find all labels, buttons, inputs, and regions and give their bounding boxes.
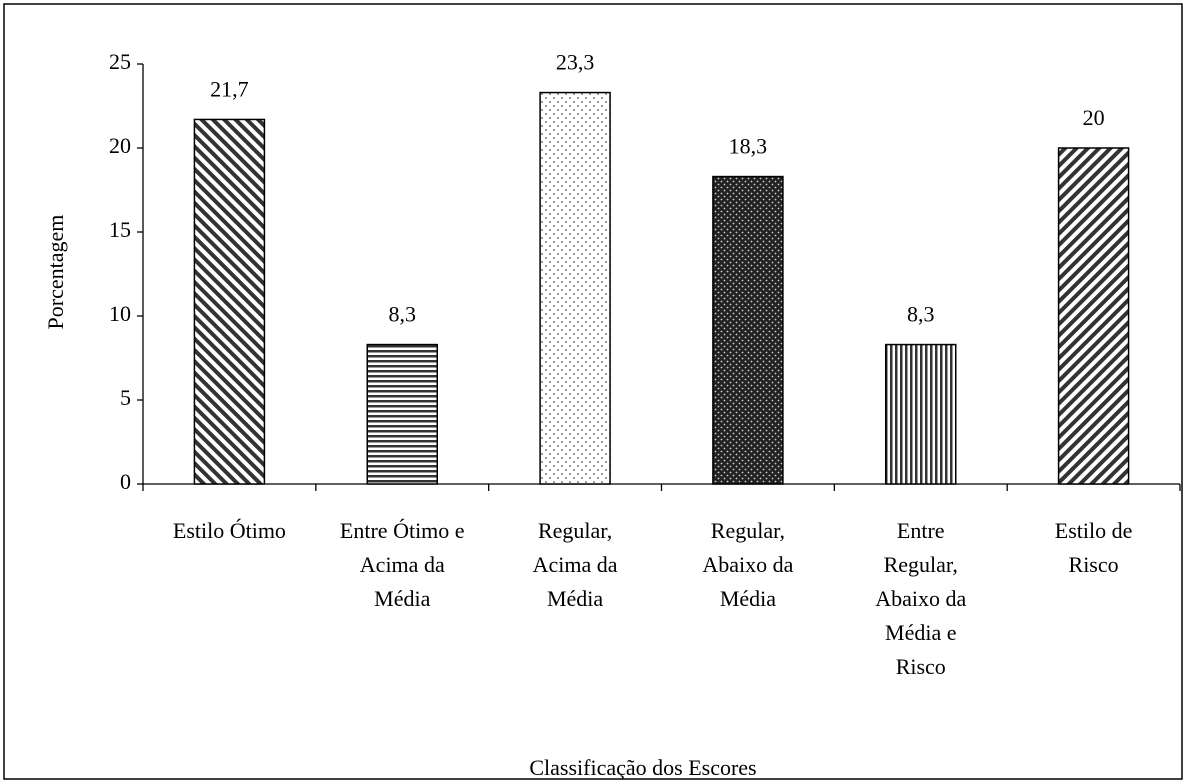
y-tick-label: 0 bbox=[120, 469, 131, 494]
data-label: 8,3 bbox=[907, 302, 935, 327]
data-label: 20 bbox=[1083, 105, 1105, 130]
y-tick-label: 20 bbox=[109, 133, 131, 158]
data-label: 8,3 bbox=[389, 302, 417, 327]
x-tick-label: Abaixo da bbox=[702, 552, 793, 577]
x-tick-label: Regular, bbox=[884, 552, 958, 577]
x-tick-label: Regular, bbox=[711, 518, 785, 543]
data-label: 18,3 bbox=[729, 134, 768, 159]
x-tick-label: Média bbox=[374, 586, 430, 611]
x-tick-label: Estilo Ótimo bbox=[173, 518, 286, 543]
x-tick-label: Risco bbox=[1069, 552, 1119, 577]
bar bbox=[539, 91, 611, 485]
x-tick-label: Estilo de bbox=[1055, 518, 1133, 543]
x-axis-title: Classificação dos Escores bbox=[529, 755, 756, 780]
frame bbox=[3, 3, 1183, 780]
bar bbox=[885, 343, 957, 485]
x-tick-label: Risco bbox=[896, 654, 946, 679]
x-tick-label: Regular, bbox=[538, 518, 612, 543]
data-label: 21,7 bbox=[210, 76, 249, 101]
bar bbox=[712, 175, 784, 485]
bar bbox=[366, 343, 438, 485]
data-label: 23,3 bbox=[556, 50, 595, 75]
bar bbox=[193, 118, 266, 485]
x-tick-label: Média bbox=[720, 586, 776, 611]
x-tick-label: Abaixo da bbox=[875, 586, 966, 611]
x-tick-label: Acima da bbox=[360, 552, 445, 577]
y-tick-label: 10 bbox=[109, 301, 131, 326]
bar bbox=[1057, 147, 1130, 485]
y-tick-label: 25 bbox=[109, 49, 131, 74]
y-tick-label: 5 bbox=[120, 385, 131, 410]
x-tick-label: Média e bbox=[885, 620, 956, 645]
y-tick-label: 15 bbox=[109, 217, 131, 242]
x-tick-label: Acima da bbox=[533, 552, 618, 577]
x-tick-label: Entre Ótimo e bbox=[340, 518, 465, 543]
x-tick-label: Média bbox=[547, 586, 603, 611]
x-tick-label: Entre bbox=[897, 518, 945, 543]
y-axis-title: Porcentagem bbox=[43, 215, 68, 330]
